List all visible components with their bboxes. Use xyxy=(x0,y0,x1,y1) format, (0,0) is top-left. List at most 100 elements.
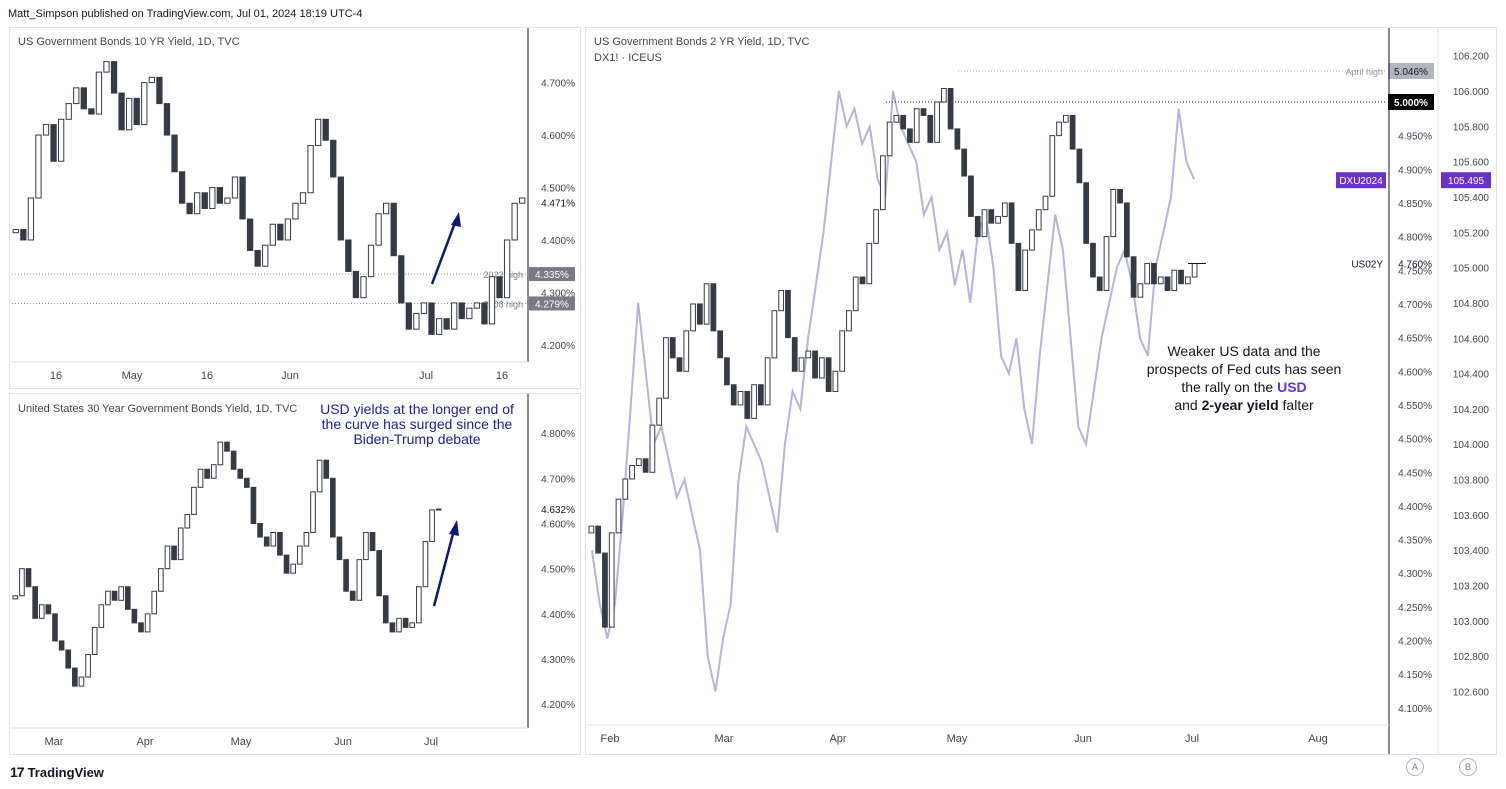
chart-2y-x-tick-label: Aug xyxy=(1308,733,1328,745)
chart-10y-candle-body xyxy=(118,92,125,131)
chart-2y-y-tick-label: 4.900% xyxy=(1398,165,1432,176)
chart-30y-candle-body xyxy=(171,545,177,561)
chart-30y-candle-body xyxy=(237,468,244,479)
chart-30y-candle-body xyxy=(19,568,25,597)
chart-2y-y-tick-label: 4.200% xyxy=(1398,637,1432,648)
chart-2y-y2-tick-label: 103.800 xyxy=(1453,476,1490,487)
chart-10y-candle-body xyxy=(314,118,322,147)
chart-30y-candle-body xyxy=(118,586,124,601)
chart-10y-candle-body xyxy=(262,244,269,267)
chart-30y-candle-body xyxy=(422,541,429,588)
chart-2y-dxy-line xyxy=(590,90,1196,692)
axis-b-button[interactable]: B xyxy=(1459,758,1477,776)
chart-10y-pane[interactable]: 4.700% 4.600% 4.500% 4.400% 4.300% 4.200% 2022… xyxy=(9,27,581,389)
chart-2y-candle-body xyxy=(649,424,656,473)
chart-30y-x-tick-label: Jul xyxy=(424,736,438,748)
chart-30y-candle-body xyxy=(25,568,32,588)
chart-10y-x-tick-label: 16 xyxy=(496,370,508,382)
chart-2y-last-label: US02Y xyxy=(1351,260,1383,271)
chart-30y-candle-body xyxy=(296,545,303,565)
chart-30y-candle-body xyxy=(316,459,323,493)
chart-2y-candle-body xyxy=(683,330,690,372)
annotation-right-text-1: Weaker US data and the prospects of Fed … xyxy=(1146,343,1342,395)
chart-2y-y2-tick-label: 102.800 xyxy=(1453,652,1490,663)
tradingview-logo[interactable]: 17 TradingView xyxy=(10,764,104,780)
axis-a-button[interactable]: A xyxy=(1406,758,1424,776)
chart-2y-candle-body xyxy=(1035,209,1042,231)
chart-2y-candle-body xyxy=(730,384,737,406)
chart-2y-x-tick-label: May xyxy=(947,733,968,745)
chart-30y-y-tick-label: 4.700% xyxy=(541,474,575,485)
chart-30y-candle-body xyxy=(98,604,105,628)
chart-2y-dxu-label: DXU2024 xyxy=(1339,176,1383,187)
chart-2y-candle-body xyxy=(764,357,771,406)
chart-2y-y2-tick-label: 104.600 xyxy=(1453,334,1490,345)
chart-10y-candle-body xyxy=(488,276,496,325)
chart-10y-candle-body xyxy=(352,270,360,299)
chart-30y-candle-body xyxy=(164,545,171,570)
chart-2y-candle-body xyxy=(1090,242,1096,278)
publisher-header: Matt_Simpson published on TradingView.co… xyxy=(8,8,363,20)
chart-10y-candle-body xyxy=(284,218,292,241)
chart-10y-x-tick-label: 16 xyxy=(50,370,62,382)
chart-2y-y-tick-label: 4.950% xyxy=(1398,132,1432,143)
chart-30y-candle-body xyxy=(376,550,382,597)
chart-30y-candle-body xyxy=(191,486,197,515)
chart-10y-candle-body xyxy=(42,124,50,136)
chart-10y-y-tick-label: 4.300% xyxy=(541,288,575,299)
chart-10y-candle-body xyxy=(322,118,329,141)
chart-30y-candle-body xyxy=(402,617,409,628)
chart-10y-candle-body xyxy=(443,318,450,330)
chart-10y-candle-body xyxy=(216,187,224,204)
chart-30y-candle-body xyxy=(389,622,396,633)
chart-30y-candle-body xyxy=(38,604,45,619)
chart-30y-x-tick-label: Mar xyxy=(45,736,64,748)
chart-30y-candle-body xyxy=(58,640,65,651)
chart-30y-candle-body xyxy=(323,459,330,479)
chart-10y-candle-body xyxy=(481,302,488,325)
chart-10y-x-tick-label: Jun xyxy=(281,370,299,382)
chart-30y-pane[interactable]: 4.800% 4.700% 4.600% 4.500% 4.400% 4.300% 4.20… xyxy=(9,393,581,755)
chart-2y-pane[interactable]: 106.200 106.000 105.800 105.600 105.400 105.2… xyxy=(585,27,1497,776)
chart-2y-candle-body xyxy=(1008,202,1015,244)
chart-2y-y-tick-label: 4.500% xyxy=(1398,435,1432,446)
chart-30y-last-value: 4.632% xyxy=(541,505,575,516)
chart-10y-candle-body xyxy=(65,103,72,120)
chart-30y-candle-body xyxy=(158,568,164,592)
chart-2y-y2-tick-label: 104.000 xyxy=(1453,440,1490,451)
chart-10y-x-tick-label: May xyxy=(122,370,143,382)
chart-30y-candle-body xyxy=(12,595,19,600)
annotation-usd-highlight: USD xyxy=(1277,379,1307,395)
chart-2y-y2-tick-label: 105.600 xyxy=(1453,158,1490,169)
chart-30y-svg: 4.800% 4.700% 4.600% 4.500% 4.400% 4.300% 4.20… xyxy=(10,394,575,748)
chart-30y-y-tick-label: 4.500% xyxy=(541,565,575,576)
chart-10y-candle-body xyxy=(269,223,276,246)
chart-2y-candle-body xyxy=(703,283,710,325)
chart-2y-candle-body xyxy=(934,101,940,143)
chart-2y-candle-body xyxy=(1178,269,1184,285)
chart-2y-candle-body xyxy=(615,498,622,534)
chart-2y-y2-tick-label: 103.200 xyxy=(1453,582,1490,593)
chart-2y-y-tick-label: 4.300% xyxy=(1398,569,1432,580)
chart-2y-y2-tick-label: 105.800 xyxy=(1453,122,1490,133)
chart-30y-candle-body xyxy=(204,468,210,479)
chart-2y-level-badge xyxy=(1388,62,1434,79)
chart-10y-candle-body xyxy=(171,134,178,173)
chart-2y-candle-body xyxy=(968,175,974,217)
chart-2y-candle-body xyxy=(1130,256,1137,298)
chart-30y-candle-body xyxy=(303,532,310,547)
chart-30y-candle-body xyxy=(217,441,224,466)
chart-2y-candle-body xyxy=(588,525,595,534)
chart-10y-candle-body xyxy=(254,249,261,267)
chart-2y-candle-body xyxy=(778,289,785,312)
chart-30y-candle-body xyxy=(409,622,416,628)
chart-2y-y-tick-label: 4.450% xyxy=(1398,468,1432,479)
annotation-left-note: USD yields at the longer end of the curv… xyxy=(320,401,514,447)
chart-2y-y2-tick-label: 103.600 xyxy=(1453,511,1490,522)
chart-10y-x-tick-label: Jul xyxy=(419,370,433,382)
chart-2y-candle-body xyxy=(1001,202,1008,217)
chart-2y-candle-body xyxy=(1049,135,1056,197)
chart-30y-y-tick-label: 4.400% xyxy=(541,610,575,621)
chart-10y-candle-body xyxy=(390,202,397,257)
chart-2y-dxu-value-badge xyxy=(1441,172,1491,189)
